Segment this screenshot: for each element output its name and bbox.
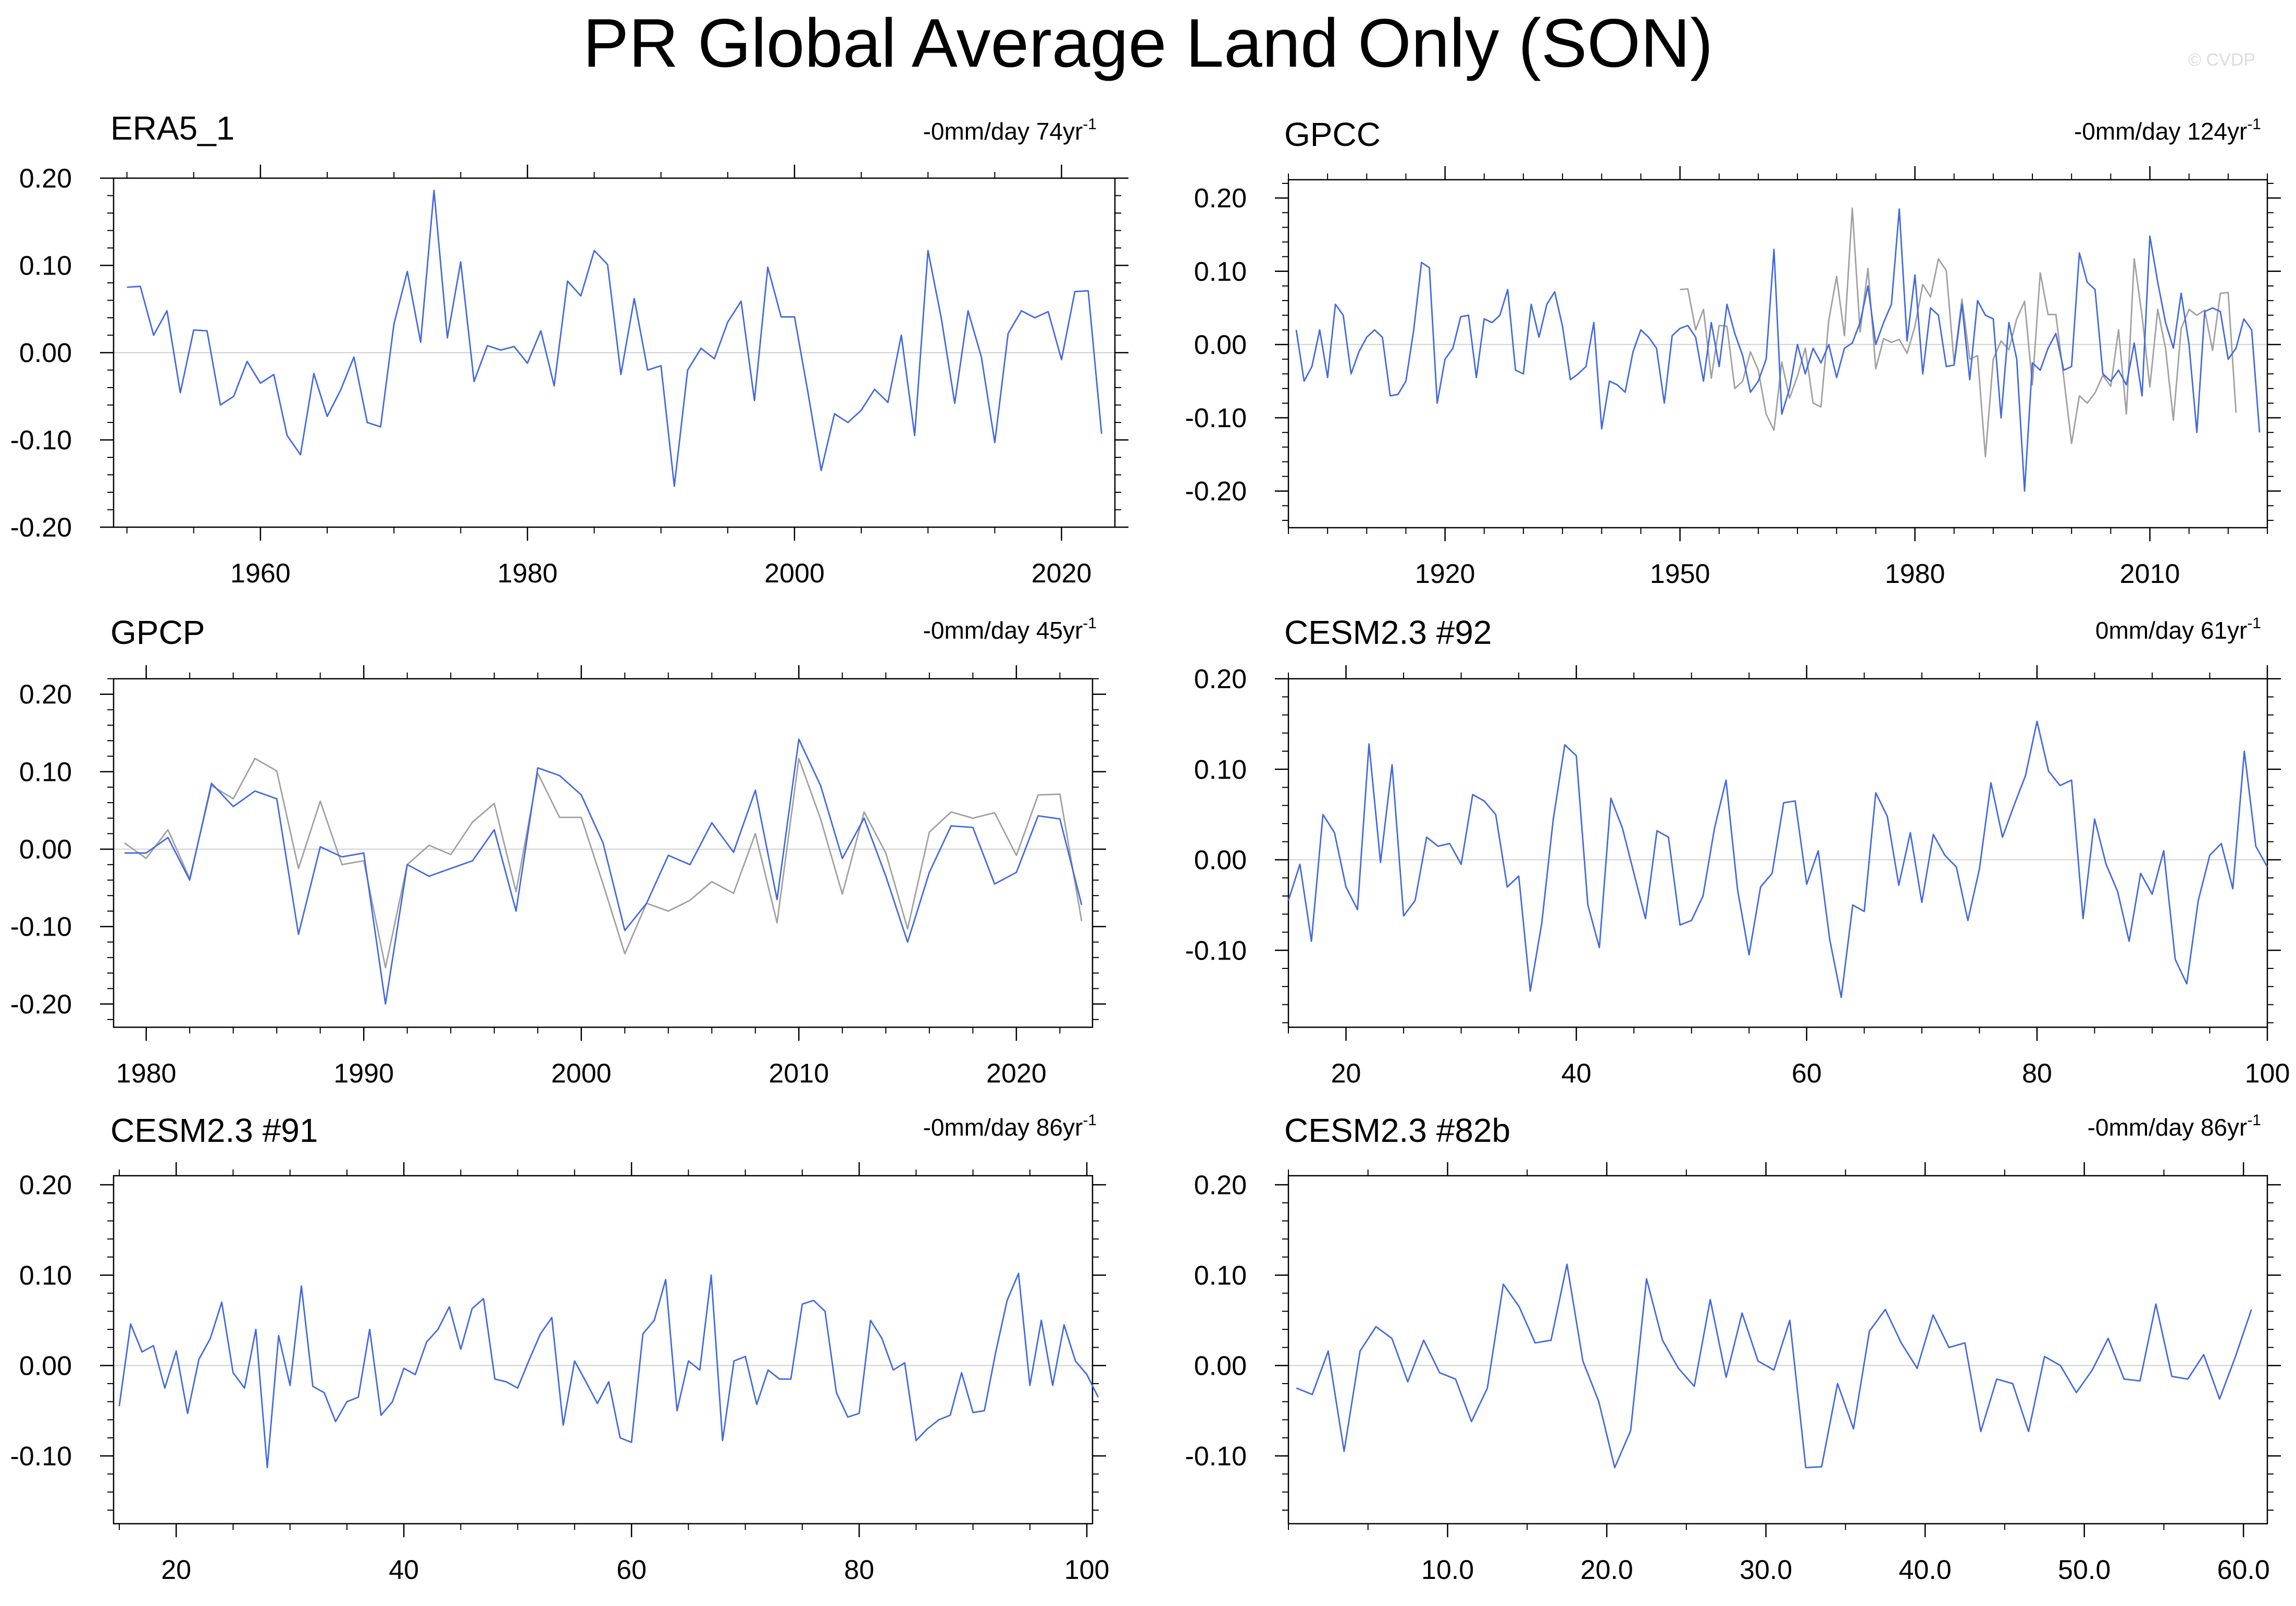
series-line-0 [1680,207,2237,457]
copyright-label: © CVDP [2188,50,2255,70]
x-tick-label: 20.0 [1580,1555,1633,1585]
chart-panel-2: GPCP -0mm/day 45yr-1 -0.20 -0.10 0.00 0.10 0.2… [10,614,1106,1089]
y-tick-label: 0.10 [19,251,72,281]
x-tick-label: 60 [616,1555,647,1585]
plot-frame [113,1175,1094,1525]
series-line-1 [1295,208,2261,492]
x-tick-label: 2020 [986,1059,1047,1089]
x-tick-label: 30.0 [1740,1555,1792,1585]
x-tick-label: 2000 [764,558,825,589]
y-tick-label: 0.00 [19,835,72,865]
trend-label: 0mm/day 61yr-1 [2095,615,2261,644]
trend-label: -0mm/day 124yr-1 [2074,116,2261,145]
x-tick-label: 20 [161,1555,191,1585]
x-tick-label: 1980 [498,558,558,589]
x-tick-label: 80 [2022,1059,2052,1089]
y-tick-label: 0.20 [1194,183,1247,214]
panel-title: GPCC [1284,116,1381,153]
y-tick-label: 0.10 [19,757,72,787]
x-tick-label: 2020 [1032,558,1092,589]
x-tick-label: 50.0 [2058,1555,2111,1585]
series-line-0 [124,757,1083,968]
y-tick-label: 0.20 [19,680,72,710]
x-tick-label: 60.0 [2217,1555,2270,1585]
y-tick-label: 0.20 [19,1170,72,1200]
y-tick-label: -0.10 [10,912,72,942]
plot-frame [1287,179,2268,529]
y-tick-label: 0.10 [1194,1261,1247,1291]
chart-panel-1: GPCC -0mm/day 124yr-1 -0.20 -0.10 0.00 0.10 0.… [1185,116,2281,589]
series-line-1 [124,738,1083,1005]
series-line-0 [118,1272,1099,1468]
chart-panel-5: CESM2.3 #82b -0mm/day 86yr-1 -0.10 0.00 0.10… [1185,1112,2281,1585]
x-tick-label: 100 [2245,1059,2290,1089]
x-tick-label: 1990 [333,1059,394,1089]
y-tick-label: -0.10 [10,1441,72,1472]
y-tick-label: 0.20 [1194,664,1247,694]
x-tick-label: 20 [1331,1059,1361,1089]
y-tick-label: 0.00 [1194,1351,1247,1381]
x-tick-label: 1980 [1885,559,1945,589]
x-tick-label: 1960 [230,558,291,589]
x-tick-label: 40 [389,1555,419,1585]
plot-frame [113,177,1116,528]
plot-frame [1287,678,2268,1028]
trend-label: -0mm/day 45yr-1 [923,615,1097,644]
x-tick-label: 2010 [768,1059,829,1089]
y-tick-label: 0.10 [1194,257,1247,287]
y-tick-label: -0.20 [10,513,72,543]
y-tick-label: -0.10 [1185,936,1247,966]
x-tick-label: 1950 [1650,559,1710,589]
y-tick-label: -0.20 [10,989,72,1019]
panel-title: ERA5_1 [110,109,234,147]
page-title: PR Global Average Land Only (SON) [582,5,1714,81]
y-tick-label: 0.00 [19,338,72,368]
x-tick-label: 1980 [116,1059,177,1089]
panel-title: CESM2.3 #82b [1284,1112,1510,1149]
x-tick-label: 80 [844,1555,874,1585]
series-line-0 [1287,720,2268,999]
trend-label: -0mm/day 74yr-1 [923,116,1097,145]
y-tick-label: -0.20 [1185,477,1247,507]
y-tick-label: -0.10 [1185,403,1247,433]
chart-panel-3: CESM2.3 #92 0mm/day 61yr-1 -0.10 0.00 0.10 0.… [1185,614,2290,1089]
y-tick-label: -0.10 [1185,1441,1247,1472]
plot-frame [113,678,1094,1028]
y-tick-label: 0.10 [1194,755,1247,785]
y-tick-label: 0.20 [1194,1170,1247,1200]
x-tick-label: 40 [1561,1059,1592,1089]
y-tick-label: 0.20 [19,164,72,194]
y-tick-label: -0.10 [10,426,72,456]
x-tick-label: 1920 [1415,559,1475,589]
y-tick-label: 0.00 [1194,845,1247,876]
series-line-0 [1296,1263,2252,1468]
x-tick-label: 60 [1792,1059,1822,1089]
plot-frame [1287,1175,2268,1525]
panel-title: CESM2.3 #91 [110,1112,318,1149]
y-tick-label: 0.00 [1194,330,1247,360]
panel-title: CESM2.3 #92 [1284,614,1492,651]
x-tick-label: 10.0 [1421,1555,1474,1585]
y-tick-label: 0.10 [19,1261,72,1291]
trend-label: -0mm/day 86yr-1 [2088,1112,2261,1141]
x-tick-label: 40.0 [1899,1555,1952,1585]
series-line-0 [127,190,1102,487]
y-tick-label: 0.00 [19,1351,72,1381]
x-tick-label: 2000 [551,1059,612,1089]
trend-label: -0mm/day 86yr-1 [923,1112,1097,1141]
x-tick-label: 2010 [2120,559,2180,589]
x-tick-label: 100 [1064,1555,1110,1585]
panel-title: GPCP [110,614,205,651]
chart-panel-4: CESM2.3 #91 -0mm/day 86yr-1 -0.10 0.00 0.10 0… [10,1112,1109,1585]
chart-panel-0: ERA5_1 -0mm/day 74yr-1 -0.20 -0.10 0.00 0.10 0… [10,109,1128,589]
